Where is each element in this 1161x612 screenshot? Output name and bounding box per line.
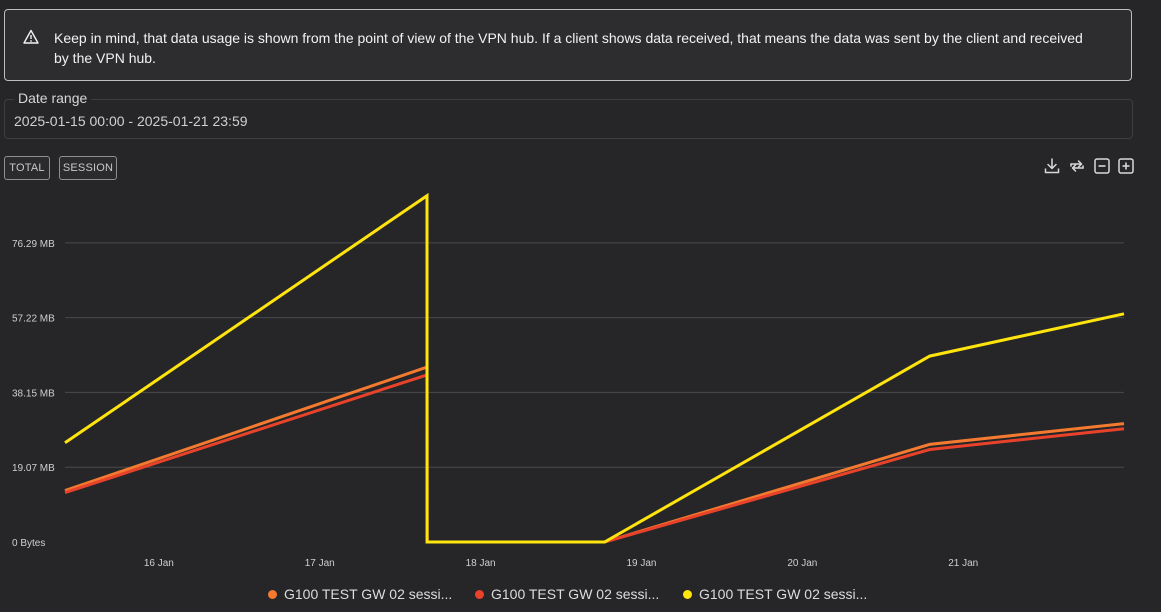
chart-toolbar: [1043, 157, 1135, 175]
legend-item[interactable]: G100 TEST GW 02 sessi...: [268, 584, 452, 604]
x-tick-label: 18 Jan: [466, 558, 496, 569]
zoom-out-icon[interactable]: [1093, 157, 1111, 175]
series-line-2[interactable]: [64, 372, 1125, 544]
info-notice: Keep in mind, that data usage is shown f…: [4, 9, 1132, 81]
x-tick-label: 20 Jan: [787, 558, 817, 569]
y-tick-label: 0 Bytes: [12, 538, 45, 549]
y-tick-label: 38.15 MB: [12, 388, 55, 399]
x-tick-label: 16 Jan: [144, 558, 174, 569]
chart-legend: G100 TEST GW 02 sessi... G100 TEST GW 02 …: [0, 584, 1161, 604]
series-line-1[interactable]: [64, 365, 1125, 544]
download-icon[interactable]: [1043, 157, 1061, 175]
legend-label: G100 TEST GW 02 sessi...: [491, 586, 660, 602]
date-range-label: Date range: [14, 89, 92, 107]
notice-text: Keep in mind, that data usage is shown f…: [54, 30, 1083, 66]
warning-icon: [23, 29, 39, 44]
series-line-3[interactable]: [64, 192, 1125, 544]
total-toggle-button[interactable]: TOTAL: [4, 156, 50, 180]
legend-item[interactable]: G100 TEST GW 02 sessi...: [683, 584, 867, 604]
x-tick-label: 19 Jan: [626, 558, 656, 569]
y-tick-label: 19.07 MB: [12, 463, 55, 474]
date-range-field[interactable]: Date range 2025-01-15 00:00 - 2025-01-21…: [4, 89, 1133, 139]
zoom-in-icon[interactable]: [1117, 157, 1135, 175]
legend-marker: [475, 590, 484, 599]
legend-label: G100 TEST GW 02 sessi...: [284, 586, 453, 602]
session-toggle-button[interactable]: SESSION: [59, 156, 117, 180]
x-tick-label: 17 Jan: [305, 558, 335, 569]
y-tick-label: 57.22 MB: [12, 314, 55, 325]
date-range-value[interactable]: 2025-01-15 00:00 - 2025-01-21 23:59: [14, 113, 248, 129]
legend-label: G100 TEST GW 02 sessi...: [699, 586, 868, 602]
legend-marker: [683, 590, 692, 599]
y-tick-label: 76.29 MB: [12, 239, 55, 250]
x-tick-label: 21 Jan: [948, 558, 978, 569]
reset-icon[interactable]: [1068, 157, 1086, 175]
legend-marker: [268, 590, 277, 599]
legend-item[interactable]: G100 TEST GW 02 sessi...: [475, 584, 659, 604]
